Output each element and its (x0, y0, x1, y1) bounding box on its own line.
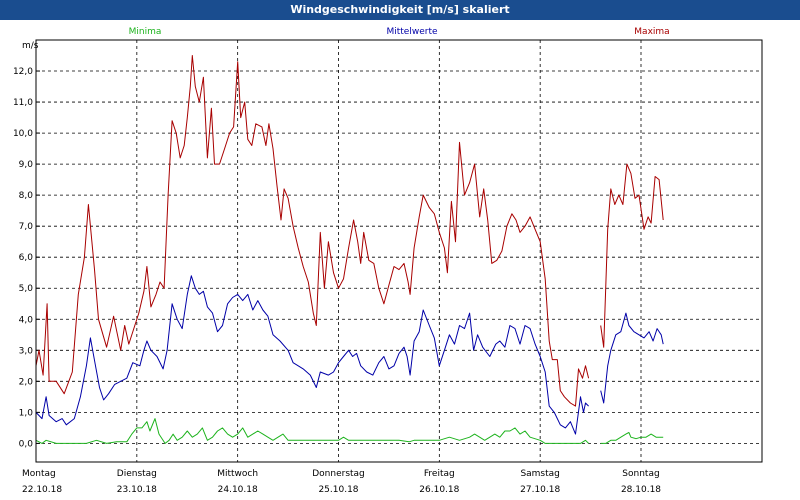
y-tick-label: 1,0 (19, 408, 34, 418)
series-line-maxima (600, 163, 664, 348)
x-date-label: 22.10.18 (22, 485, 62, 495)
data-series (35, 55, 664, 444)
legend-maxima: Maxima (634, 27, 669, 37)
x-date-label: 25.10.18 (318, 485, 358, 495)
series-line-minima (35, 418, 589, 444)
x-day-label: Sonntag (622, 469, 659, 479)
x-day-label: Montag (22, 469, 56, 479)
grid-lines (36, 40, 762, 462)
series-line-mittelwerte (600, 312, 664, 404)
y-tick-label: 7,0 (19, 222, 34, 232)
y-tick-label: 6,0 (19, 253, 34, 263)
x-day-label: Donnerstag (312, 469, 365, 479)
x-date-label: 23.10.18 (117, 485, 157, 495)
legend-mittelwerte: Mittelwerte (386, 27, 437, 37)
y-tick-label: 3,0 (19, 346, 34, 356)
x-date-label: 28.10.18 (621, 485, 661, 495)
x-date-label: 24.10.18 (218, 485, 258, 495)
legend-minima: Minima (129, 27, 162, 37)
series-line-maxima (35, 55, 590, 407)
y-tick-label: 11,0 (13, 98, 33, 108)
plot-frame (35, 39, 763, 463)
x-day-label: Samstag (520, 469, 559, 479)
x-day-label: Dienstag (117, 469, 157, 479)
x-day-label: Mittwoch (217, 469, 258, 479)
x-date-label: 26.10.18 (419, 485, 459, 495)
y-tick-label: 12,0 (13, 67, 33, 77)
x-day-label: Freitag (424, 469, 455, 479)
x-day-labels: Montag 22.10.18 Dienstag 23.10.18 Mittwoch 24… (22, 469, 661, 495)
series-line-minima (600, 432, 664, 444)
y-unit-label: m/s (22, 41, 39, 51)
wind-speed-chart: 0,0 1,0 2,0 3,0 4,0 5,0 6,0 7,0 8,0 9,0 10,0 11,0 12… (13, 27, 763, 495)
y-tick-label: 2,0 (19, 377, 34, 387)
window-title: Windgeschwindigkeit [m/s] skaliert (0, 0, 800, 20)
y-tick-labels: 0,0 1,0 2,0 3,0 4,0 5,0 6,0 7,0 8,0 9,0 10,0 11,0 12… (13, 67, 33, 449)
y-tick-label: 5,0 (19, 284, 34, 294)
series-line-mittelwerte (35, 275, 589, 435)
x-date-label: 27.10.18 (520, 485, 560, 495)
y-tick-label: 0,0 (19, 439, 34, 449)
y-tick-label: 10,0 (13, 129, 33, 139)
y-tick-label: 4,0 (19, 315, 34, 325)
y-tick-label: 9,0 (19, 160, 34, 170)
y-tick-label: 8,0 (19, 191, 34, 201)
